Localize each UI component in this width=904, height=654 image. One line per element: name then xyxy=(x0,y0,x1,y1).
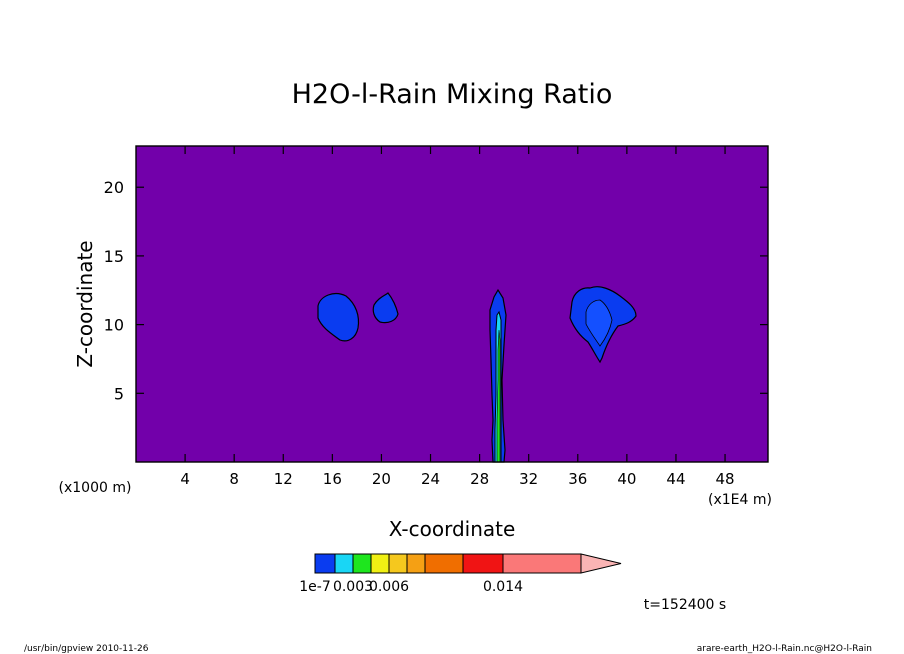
y-tick-label: 5 xyxy=(114,384,124,403)
x-tick-label: 4 xyxy=(180,470,190,488)
x-tick-label: 8 xyxy=(229,470,239,488)
colorbar-label: 1e-7 xyxy=(299,579,330,595)
x-tick-label: 24 xyxy=(421,470,440,488)
cloud-feature-3-core xyxy=(585,299,613,347)
colorbar-arrow xyxy=(580,553,622,574)
colorbar-segment xyxy=(352,553,372,574)
x-unit-right: (x1E4 m) xyxy=(708,492,772,508)
colorbar-segment xyxy=(462,553,504,574)
colorbar-segment xyxy=(406,553,426,574)
colorbar-label: 0.006 xyxy=(369,579,409,595)
features-layer xyxy=(317,286,637,463)
y-tick-label: 10 xyxy=(104,316,124,335)
x-tick-label: 12 xyxy=(274,470,293,488)
x-tick-label: 32 xyxy=(519,470,538,488)
y-tick-label: 20 xyxy=(104,178,124,197)
x-tick-label: 48 xyxy=(716,470,735,488)
y-axis-label: Z-coordinate xyxy=(73,240,97,367)
x-tick-label: 16 xyxy=(323,470,342,488)
plot-frame xyxy=(135,145,769,463)
plot-background xyxy=(136,146,768,462)
cloud-feature-2 xyxy=(372,292,399,324)
time-label: t=152400 s xyxy=(644,597,726,613)
rain-shaft-core xyxy=(496,329,501,463)
x-axis-label: X-coordinate xyxy=(389,517,516,541)
x-tick-label: 20 xyxy=(372,470,391,488)
colorbar-segment xyxy=(334,553,354,574)
colorbar-segment xyxy=(388,553,408,574)
footer-right: arare-earth_H2O-l-Rain.nc@H2O-l-Rain xyxy=(697,644,872,654)
x-tick-label: 28 xyxy=(470,470,489,488)
y-tick-label: 15 xyxy=(104,247,124,266)
x-unit-left: (x1000 m) xyxy=(59,480,132,496)
colorbar-segment xyxy=(424,553,464,574)
colorbar-label: 0.014 xyxy=(483,579,523,595)
x-tick-label: 40 xyxy=(617,470,636,488)
colorbar-segment xyxy=(370,553,390,574)
x-tick-label: 44 xyxy=(666,470,685,488)
colorbar-segment xyxy=(314,553,336,574)
colorbar-label: 0.003 xyxy=(333,579,373,595)
colorbar-segment xyxy=(502,553,582,574)
chart-title: H2O-l-Rain Mixing Ratio xyxy=(292,79,613,110)
x-tick-label: 36 xyxy=(568,470,587,488)
footer-left: /usr/bin/gpview 2010-11-26 xyxy=(24,644,149,654)
cloud-feature-1 xyxy=(317,293,360,342)
